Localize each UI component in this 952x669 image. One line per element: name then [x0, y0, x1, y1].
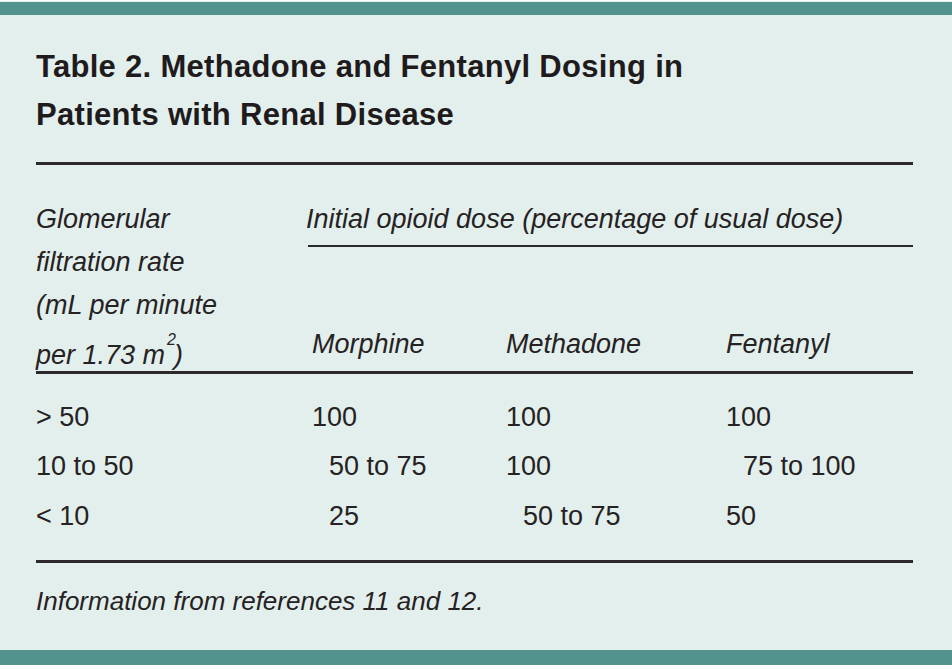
- morphine-value: 50 to 75: [329, 451, 427, 482]
- gfr-header-line1: Glomerular: [36, 198, 296, 241]
- table-title: Table 2. Methadone and Fentanyl Dosing i…: [36, 43, 916, 139]
- column-header-methadone: Methadone: [506, 323, 641, 366]
- table-row: > 50 100 100 100: [0, 402, 952, 442]
- methadone-value: 100: [506, 451, 551, 482]
- gfr-value: > 50: [36, 402, 89, 433]
- table-title-line1: Table 2. Methadone and Fentanyl Dosing i…: [36, 43, 916, 91]
- fentanyl-value: 50: [726, 501, 756, 532]
- title-divider-rule: [36, 162, 913, 165]
- body-footer-divider-rule: [36, 560, 913, 563]
- methadone-value: 100: [506, 402, 551, 433]
- table-footnote: Information from references 11 and 12.: [36, 586, 916, 617]
- morphine-value: 100: [312, 402, 357, 433]
- gfr-value: 10 to 50: [36, 451, 134, 482]
- column-header-morphine: Morphine: [312, 323, 425, 366]
- gfr-column-header: Glomerular filtration rate (mL per minut…: [36, 198, 296, 377]
- fentanyl-value: 100: [726, 402, 771, 433]
- gfr-header-line4-text: per 1.73 m: [36, 340, 165, 370]
- gfr-value: < 10: [36, 501, 89, 532]
- table-row: < 10 25 50 to 75 50: [0, 501, 952, 541]
- gfr-header-line2: filtration rate: [36, 241, 296, 284]
- group-header-rule: [308, 245, 913, 247]
- column-header-fentanyl: Fentanyl: [726, 323, 830, 366]
- gfr-header-line3: (mL per minute: [36, 284, 296, 327]
- bottom-accent-bar: [0, 650, 952, 665]
- methadone-value: 50 to 75: [523, 501, 621, 532]
- table-row: 10 to 50 50 to 75 100 75 to 100: [0, 451, 952, 491]
- page: Table 2. Methadone and Fentanyl Dosing i…: [0, 0, 952, 669]
- table-figure-background: Table 2. Methadone and Fentanyl Dosing i…: [0, 1, 952, 665]
- fentanyl-value: 75 to 100: [743, 451, 856, 482]
- opioid-dose-group-header: Initial opioid dose (percentage of usual…: [306, 198, 926, 241]
- morphine-value: 25: [329, 501, 359, 532]
- top-accent-bar: [0, 2, 952, 15]
- header-body-divider-rule: [36, 371, 913, 374]
- table-title-line2: Patients with Renal Disease: [36, 91, 916, 139]
- gfr-header-line4: per 1.73 m2): [36, 327, 296, 377]
- gfr-header-superscript: 2: [167, 331, 176, 348]
